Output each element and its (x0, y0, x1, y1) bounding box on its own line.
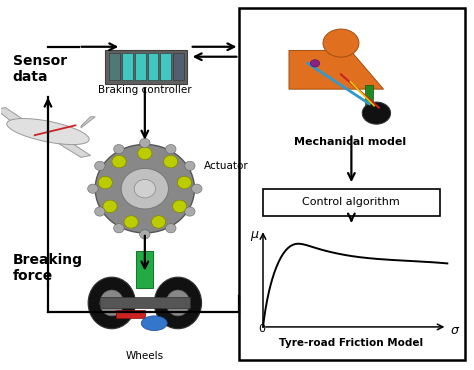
Polygon shape (289, 50, 383, 89)
Circle shape (310, 60, 319, 67)
Bar (137, 251, 154, 288)
Polygon shape (34, 124, 76, 136)
Ellipse shape (141, 316, 167, 331)
Text: Control algorithm: Control algorithm (302, 197, 400, 207)
Polygon shape (0, 108, 38, 135)
Bar (122, 53, 133, 80)
Text: Braking controller: Braking controller (98, 85, 191, 95)
Ellipse shape (155, 277, 201, 329)
Ellipse shape (88, 184, 98, 193)
Ellipse shape (124, 216, 138, 228)
Bar (173, 53, 184, 80)
Ellipse shape (165, 223, 176, 233)
Text: 0: 0 (258, 324, 265, 334)
Ellipse shape (7, 118, 89, 145)
Ellipse shape (114, 145, 124, 154)
Polygon shape (81, 117, 95, 128)
Ellipse shape (98, 176, 112, 189)
Ellipse shape (164, 155, 178, 168)
Ellipse shape (140, 138, 150, 148)
Bar (100, 297, 190, 309)
Bar (365, 85, 373, 110)
Bar (160, 53, 171, 80)
Polygon shape (48, 134, 91, 157)
Text: Wheels: Wheels (126, 351, 164, 361)
Ellipse shape (140, 230, 150, 239)
Bar (135, 53, 146, 80)
Ellipse shape (95, 144, 194, 233)
Ellipse shape (152, 216, 166, 228)
Ellipse shape (100, 290, 124, 316)
Bar (263, 189, 440, 216)
Ellipse shape (138, 147, 152, 159)
Ellipse shape (165, 145, 176, 154)
Bar (117, 310, 145, 318)
Text: Mechanical model: Mechanical model (294, 137, 407, 147)
Text: σ: σ (450, 324, 458, 337)
Ellipse shape (166, 290, 190, 316)
Ellipse shape (103, 200, 117, 213)
Bar (109, 53, 120, 80)
Ellipse shape (112, 155, 126, 168)
Ellipse shape (191, 184, 202, 193)
Text: Breaking
force: Breaking force (12, 253, 82, 283)
Bar (147, 53, 158, 80)
Circle shape (362, 102, 391, 124)
Text: μ: μ (250, 228, 258, 241)
Ellipse shape (134, 179, 155, 198)
Circle shape (323, 29, 359, 57)
Ellipse shape (121, 168, 168, 209)
Text: Tyre-road Friction Model: Tyre-road Friction Model (279, 338, 423, 348)
Ellipse shape (95, 207, 105, 216)
Ellipse shape (114, 223, 124, 233)
Ellipse shape (88, 277, 136, 329)
Ellipse shape (185, 161, 195, 171)
Ellipse shape (95, 161, 105, 171)
Ellipse shape (177, 176, 191, 189)
Text: Actuator: Actuator (204, 161, 249, 171)
Ellipse shape (185, 207, 195, 216)
Ellipse shape (173, 200, 187, 213)
Text: Sensor
data: Sensor data (12, 54, 67, 84)
Bar (105, 50, 187, 84)
Bar (239, 8, 465, 360)
